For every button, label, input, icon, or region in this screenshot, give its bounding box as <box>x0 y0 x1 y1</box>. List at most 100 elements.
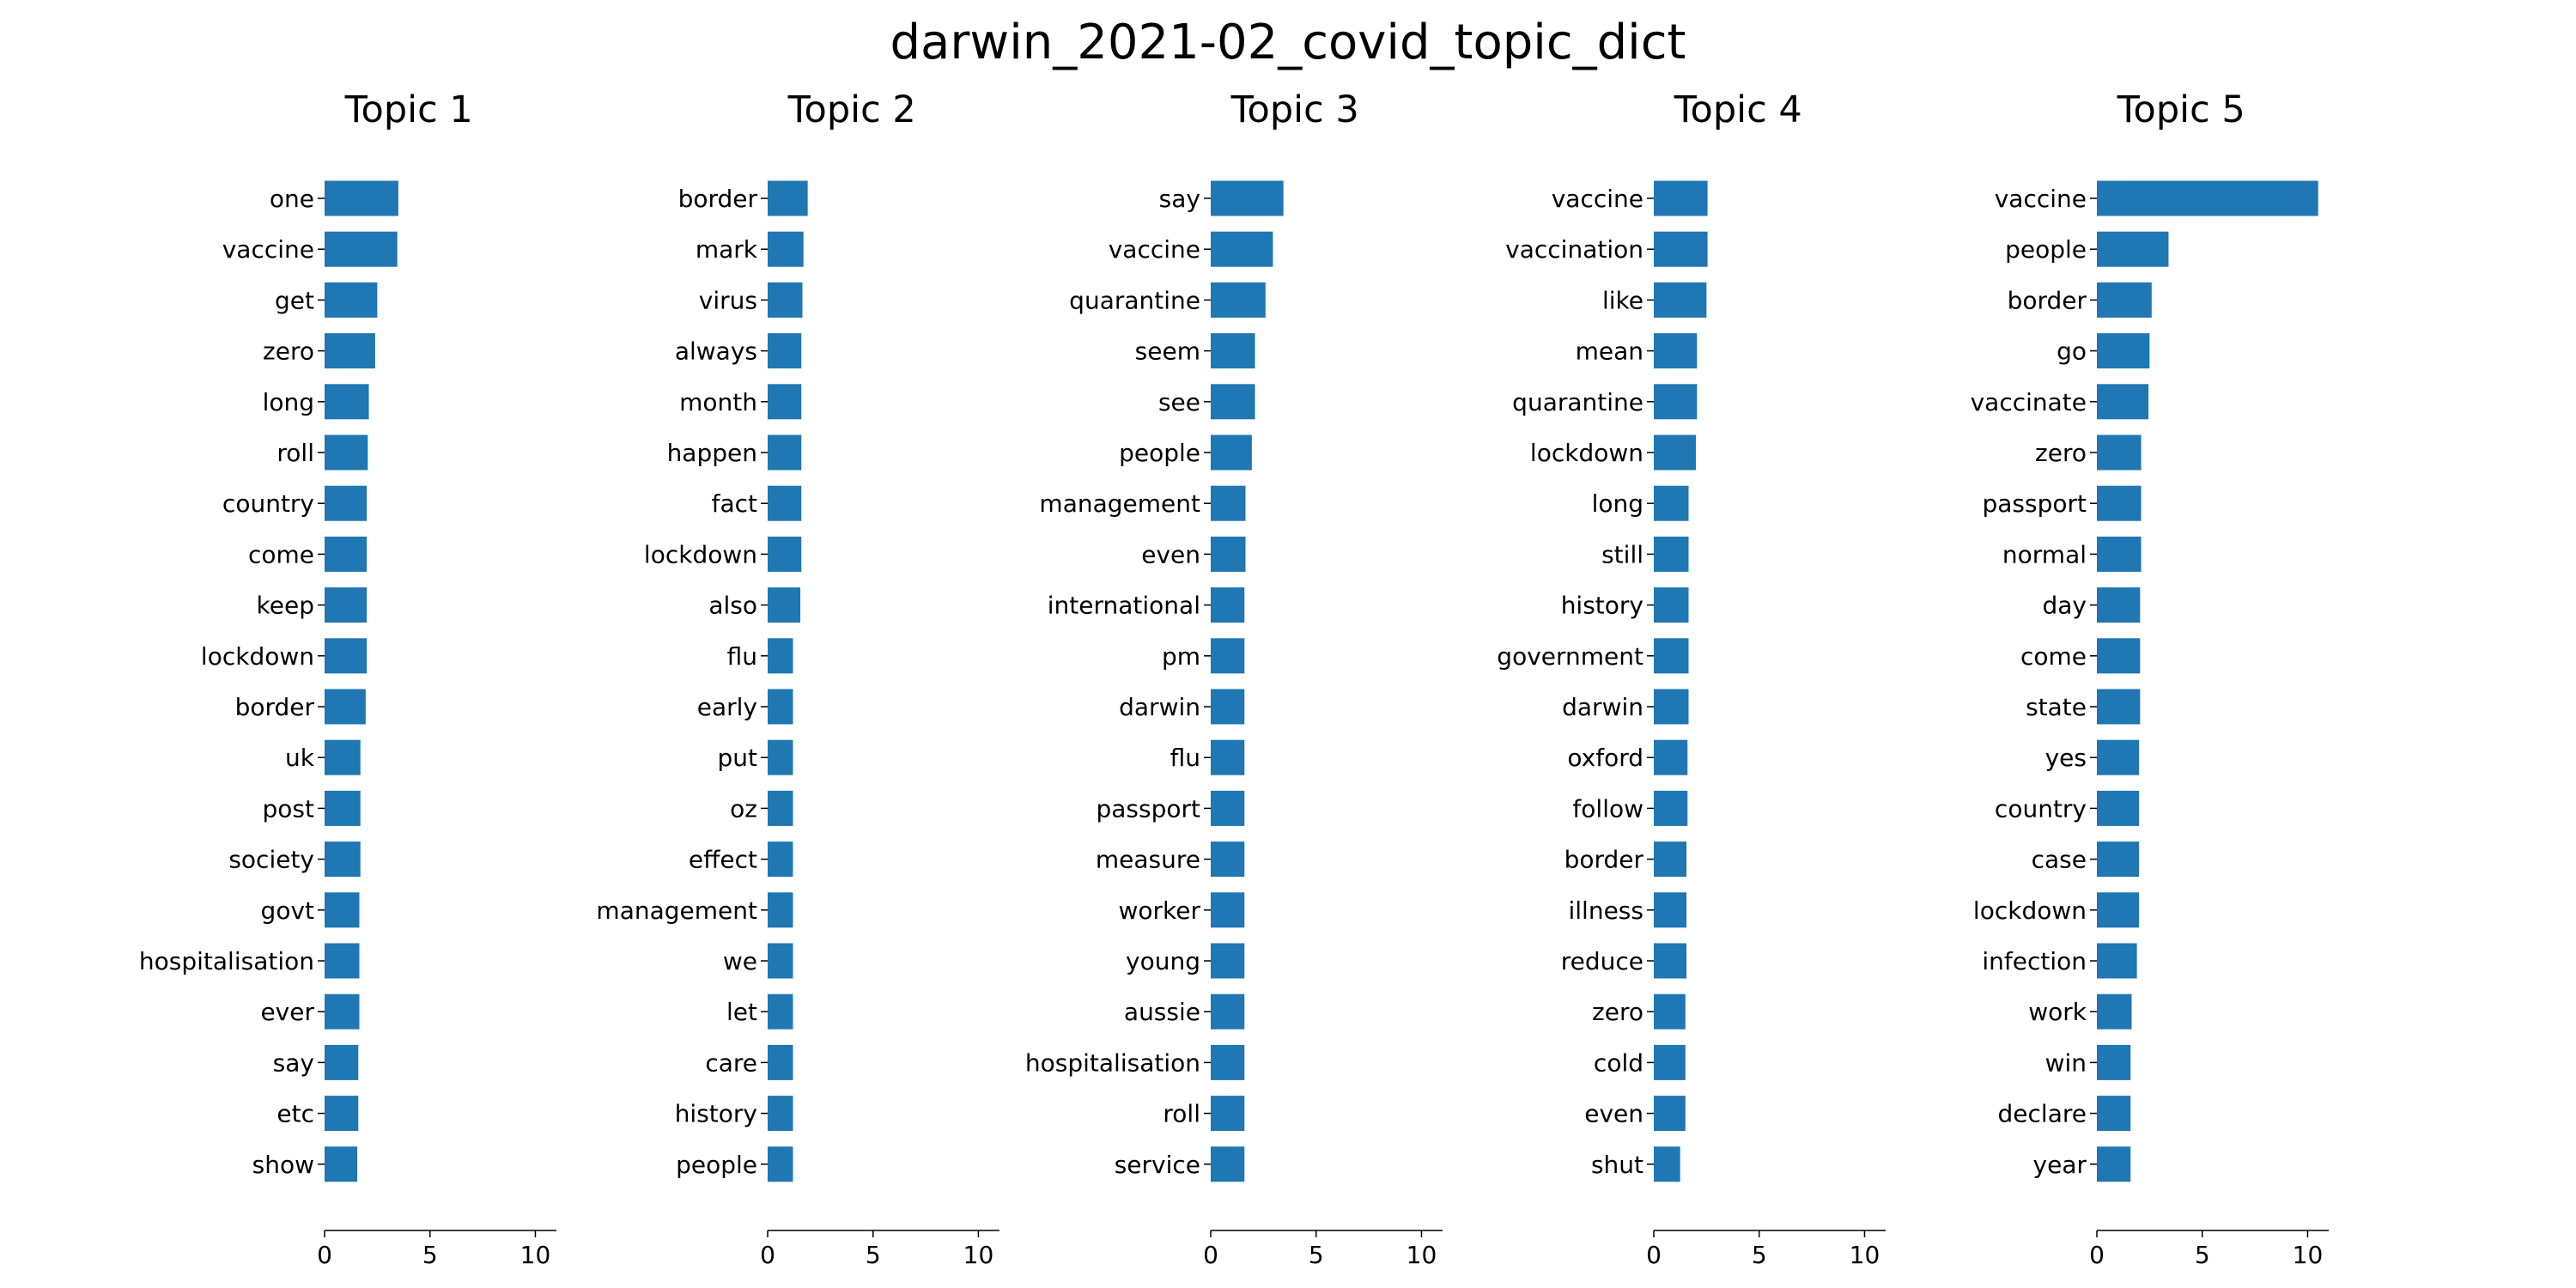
bar <box>1654 231 1708 267</box>
x-tick-label: 0 <box>760 1241 775 1269</box>
topic-panel: Topic 2 border mark virus always month happen f… <box>596 88 999 1269</box>
bar <box>2097 384 2149 420</box>
bar <box>2097 231 2169 267</box>
bar <box>1211 1096 1245 1132</box>
y-tick-label: vaccination <box>1505 235 1643 264</box>
y-tick-label: lockdown <box>644 540 757 568</box>
bar <box>2097 180 2318 216</box>
bar <box>1211 841 1245 878</box>
bar <box>325 689 366 725</box>
y-tick-label: ever <box>260 998 314 1026</box>
bar <box>768 790 793 826</box>
bar <box>2097 689 2141 725</box>
y-tick-label: fact <box>712 489 757 518</box>
y-tick-label: declare <box>1998 1100 2087 1128</box>
y-tick-label: like <box>1602 286 1643 314</box>
y-tick-label: even <box>1141 540 1200 568</box>
bar <box>1211 282 1266 318</box>
bar <box>325 892 360 928</box>
y-tick-label: oz <box>730 794 757 823</box>
bar <box>1654 943 1687 979</box>
y-tick-label: go <box>2057 337 2087 366</box>
y-tick-label: government <box>1497 642 1643 671</box>
bar <box>1211 1044 1245 1080</box>
y-tick-label: measure <box>1096 846 1200 874</box>
bar <box>1654 180 1708 216</box>
x-tick-label: 5 <box>2195 1241 2210 1269</box>
bar <box>1654 384 1698 420</box>
y-tick-label: history <box>675 1100 757 1128</box>
bar <box>325 790 361 826</box>
y-tick-label: post <box>263 794 314 823</box>
y-tick-label: people <box>1119 439 1200 467</box>
bar <box>768 536 802 572</box>
bar <box>325 536 368 572</box>
y-tick-label: mark <box>696 235 758 264</box>
bar <box>2097 638 2141 674</box>
y-tick-label: still <box>1601 540 1643 568</box>
bar <box>768 739 793 775</box>
bar <box>1654 333 1698 369</box>
y-tick-label: vaccinate <box>1971 388 2087 416</box>
topic-panel: Topic 3 say vaccine quarantine seem see people… <box>1025 88 1443 1269</box>
y-tick-label: we <box>723 947 757 975</box>
bar <box>768 587 801 623</box>
bar <box>768 180 808 216</box>
bar <box>2097 1146 2131 1182</box>
bar <box>325 1044 359 1080</box>
bar <box>325 587 368 623</box>
y-tick-label: border <box>235 693 315 721</box>
y-tick-label: reduce <box>1561 947 1643 975</box>
chart-panels: Topic 1 one vaccine get zero long roll country c… <box>139 88 2329 1269</box>
bar <box>1211 384 1255 420</box>
bar <box>768 333 802 369</box>
bar <box>1654 434 1697 471</box>
bar <box>1654 1146 1680 1182</box>
bar <box>1211 739 1245 775</box>
bar <box>1211 587 1245 623</box>
bar <box>1211 689 1245 725</box>
y-tick-label: come <box>248 540 314 568</box>
y-tick-label: people <box>2005 235 2087 264</box>
bar <box>325 993 360 1030</box>
bar <box>1654 892 1687 928</box>
bar <box>1654 1044 1686 1080</box>
bar <box>768 434 802 471</box>
bar <box>325 333 375 369</box>
bar <box>325 180 398 216</box>
y-tick-label: see <box>1158 388 1200 416</box>
y-tick-label: quarantine <box>1069 286 1200 314</box>
y-tick-label: border <box>1564 846 1644 874</box>
bar <box>2097 739 2140 775</box>
y-tick-label: country <box>1995 794 2087 823</box>
bar <box>325 485 368 521</box>
panel-title: Topic 5 <box>2117 88 2245 131</box>
y-tick-label: seem <box>1135 337 1200 366</box>
bar <box>768 993 793 1030</box>
y-tick-label: zero <box>1592 998 1643 1026</box>
y-tick-label: get <box>275 286 314 314</box>
y-tick-label: vaccine <box>1552 185 1643 213</box>
y-tick-label: border <box>678 185 758 213</box>
topic-panel: Topic 1 one vaccine get zero long roll country c… <box>139 88 556 1269</box>
bar <box>2097 536 2142 572</box>
y-tick-label: service <box>1115 1151 1200 1179</box>
bar <box>1654 536 1689 572</box>
panel-title: Topic 3 <box>1230 88 1359 131</box>
y-tick-label: year <box>2033 1151 2087 1179</box>
bar <box>1654 689 1689 725</box>
y-tick-label: vaccine <box>1109 235 1200 264</box>
bar <box>1211 943 1245 979</box>
bar <box>1211 231 1273 267</box>
bar <box>2097 841 2140 878</box>
y-tick-label: uk <box>285 744 315 772</box>
y-tick-label: pm <box>1162 642 1200 671</box>
bar <box>2097 485 2142 521</box>
bar <box>325 231 398 267</box>
y-tick-label: effect <box>689 846 757 874</box>
y-tick-label: happen <box>667 439 757 467</box>
y-tick-label: care <box>705 1048 757 1077</box>
y-tick-label: virus <box>699 286 757 314</box>
y-tick-label: lockdown <box>1530 439 1643 467</box>
y-tick-label: illness <box>1569 896 1644 925</box>
